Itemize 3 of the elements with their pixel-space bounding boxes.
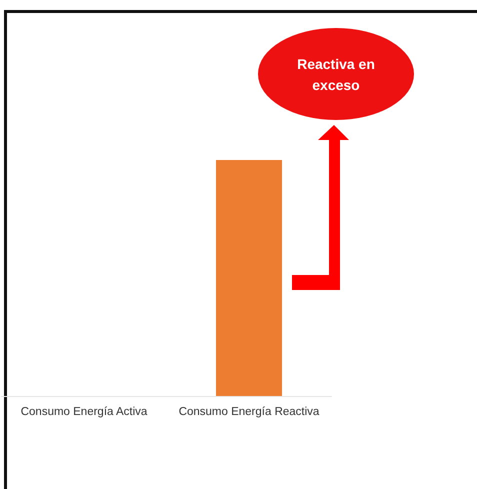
x-tick-label: Consumo Energía Activa [20, 406, 148, 418]
x-tick-label: Consumo Energía Reactiva [178, 406, 320, 418]
text: Reactiva en exceso [296, 55, 376, 95]
